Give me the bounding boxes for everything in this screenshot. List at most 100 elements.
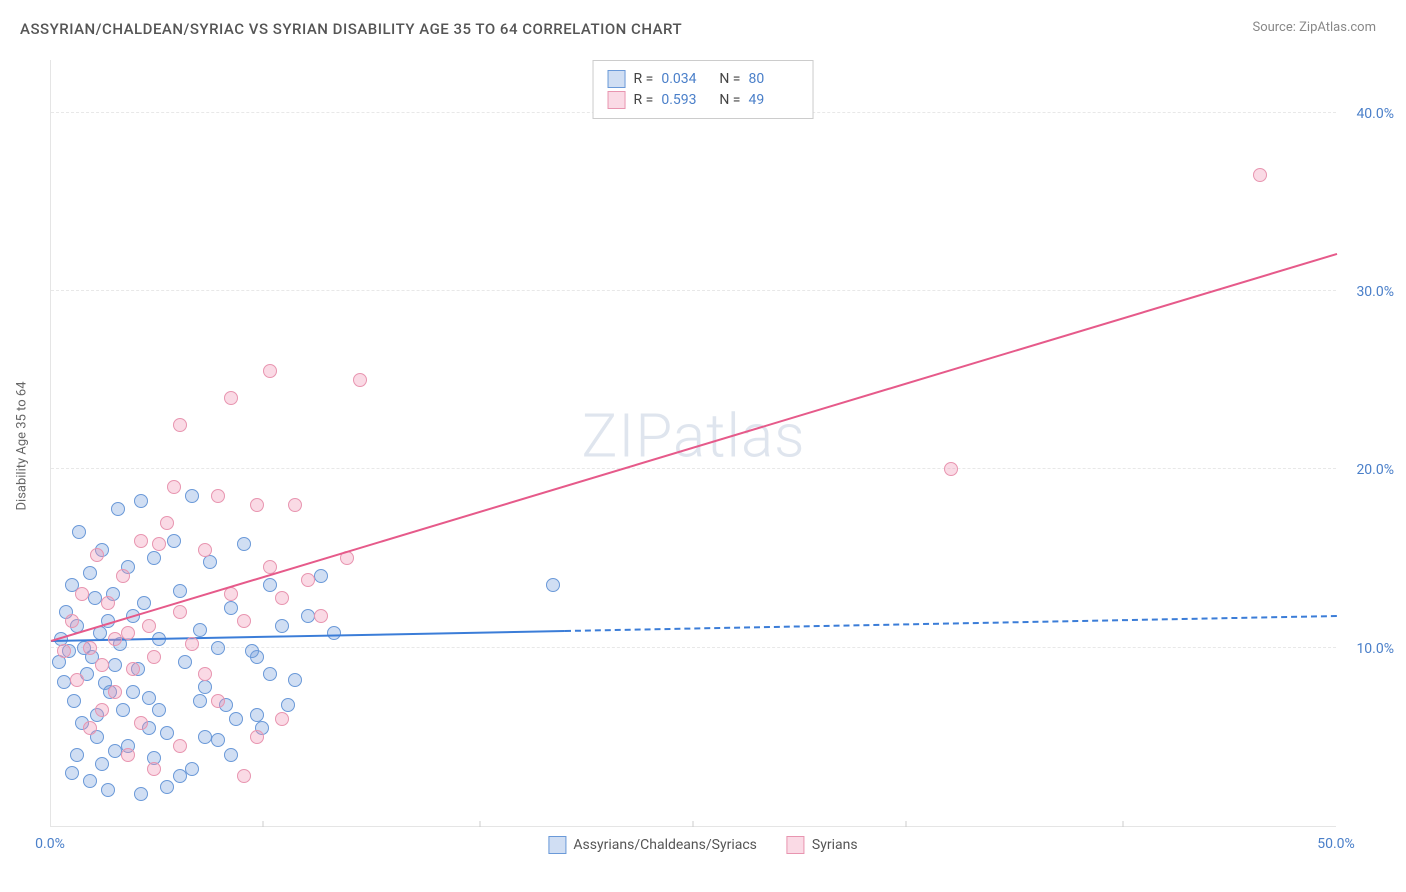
- scatter-point: [70, 673, 84, 687]
- scatter-point: [142, 691, 156, 705]
- scatter-point: [185, 637, 199, 651]
- legend-row: R =0.034N =80: [608, 70, 799, 88]
- x-tick-mark: [263, 821, 264, 827]
- scatter-point: [167, 534, 181, 548]
- scatter-point: [121, 626, 135, 640]
- scatter-point: [288, 498, 302, 512]
- scatter-point: [198, 680, 212, 694]
- scatter-point: [275, 712, 289, 726]
- scatter-point: [263, 364, 277, 378]
- series-legend-item: Syrians: [787, 836, 858, 854]
- legend-swatch: [787, 836, 805, 854]
- scatter-point: [275, 619, 289, 633]
- scatter-point: [116, 569, 130, 583]
- scatter-point: [126, 685, 140, 699]
- scatter-point: [237, 614, 251, 628]
- scatter-point: [75, 587, 89, 601]
- legend-row: R =0.593N =49: [608, 91, 799, 109]
- plot-area: ZIPatlas: [50, 60, 1336, 827]
- scatter-point: [160, 726, 174, 740]
- scatter-point: [65, 766, 79, 780]
- legend-swatch: [608, 91, 626, 109]
- scatter-point: [185, 762, 199, 776]
- scatter-point: [229, 712, 243, 726]
- scatter-point: [147, 650, 161, 664]
- scatter-point: [65, 614, 79, 628]
- scatter-point: [250, 730, 264, 744]
- x-tick-mark: [1122, 821, 1123, 827]
- y-tick-label: 40.0%: [1356, 106, 1394, 122]
- scatter-point: [173, 584, 187, 598]
- scatter-point: [83, 641, 97, 655]
- scatter-point: [108, 685, 122, 699]
- scatter-point: [101, 596, 115, 610]
- legend-swatch: [608, 70, 626, 88]
- scatter-point: [173, 605, 187, 619]
- gridline: [51, 468, 1336, 469]
- scatter-point: [95, 703, 109, 717]
- scatter-point: [353, 373, 367, 387]
- scatter-point: [193, 694, 207, 708]
- scatter-point: [67, 694, 81, 708]
- scatter-point: [224, 391, 238, 405]
- scatter-point: [134, 787, 148, 801]
- scatter-point: [134, 534, 148, 548]
- scatter-point: [275, 591, 289, 605]
- scatter-point: [211, 733, 225, 747]
- correlation-legend: R =0.034N =80R =0.593N =49: [593, 60, 814, 119]
- gridline: [51, 290, 1336, 291]
- series-legend: Assyrians/Chaldeans/Syriacs Syrians: [548, 836, 857, 854]
- scatter-point: [160, 780, 174, 794]
- scatter-point: [57, 675, 71, 689]
- scatter-point: [152, 703, 166, 717]
- scatter-point: [250, 708, 264, 722]
- scatter-point: [57, 644, 71, 658]
- scatter-point: [108, 632, 122, 646]
- scatter-point: [237, 537, 251, 551]
- scatter-point: [173, 418, 187, 432]
- scatter-point: [211, 489, 225, 503]
- scatter-point: [203, 555, 217, 569]
- scatter-point: [944, 462, 958, 476]
- scatter-point: [152, 537, 166, 551]
- scatter-point: [211, 694, 225, 708]
- scatter-point: [121, 748, 135, 762]
- scatter-point: [108, 658, 122, 672]
- scatter-point: [142, 619, 156, 633]
- series-name: Assyrians/Chaldeans/Syriacs: [573, 837, 756, 853]
- legend-n-label: N =: [719, 92, 740, 108]
- legend-n-label: N =: [719, 71, 740, 87]
- x-tick-label: 50.0%: [1317, 836, 1355, 852]
- scatter-point: [546, 578, 560, 592]
- scatter-point: [160, 516, 174, 530]
- chart-title: ASSYRIAN/CHALDEAN/SYRIAC VS SYRIAN DISAB…: [20, 20, 682, 38]
- scatter-point: [70, 748, 84, 762]
- scatter-point: [126, 662, 140, 676]
- x-tick-mark: [479, 821, 480, 827]
- scatter-point: [314, 569, 328, 583]
- series-name: Syrians: [812, 837, 858, 853]
- scatter-point: [263, 667, 277, 681]
- legend-r-value: 0.034: [661, 71, 711, 87]
- scatter-point: [72, 525, 86, 539]
- x-tick-label: 0.0%: [35, 836, 65, 852]
- scatter-point: [83, 721, 97, 735]
- y-tick-label: 30.0%: [1356, 284, 1394, 300]
- scatter-point: [137, 596, 151, 610]
- scatter-point: [198, 543, 212, 557]
- y-tick-label: 20.0%: [1356, 462, 1394, 478]
- scatter-point: [237, 769, 251, 783]
- scatter-point: [1253, 168, 1267, 182]
- x-tick-mark: [906, 821, 907, 827]
- scatter-point: [108, 744, 122, 758]
- scatter-point: [198, 730, 212, 744]
- scatter-point: [301, 573, 315, 587]
- y-tick-label: 10.0%: [1356, 641, 1394, 657]
- scatter-point: [211, 641, 225, 655]
- watermark-text: ZIPatlas: [581, 400, 805, 471]
- scatter-point: [185, 489, 199, 503]
- legend-n-value: 80: [748, 71, 798, 87]
- scatter-point: [281, 698, 295, 712]
- gridline: [51, 647, 1336, 648]
- scatter-point: [314, 609, 328, 623]
